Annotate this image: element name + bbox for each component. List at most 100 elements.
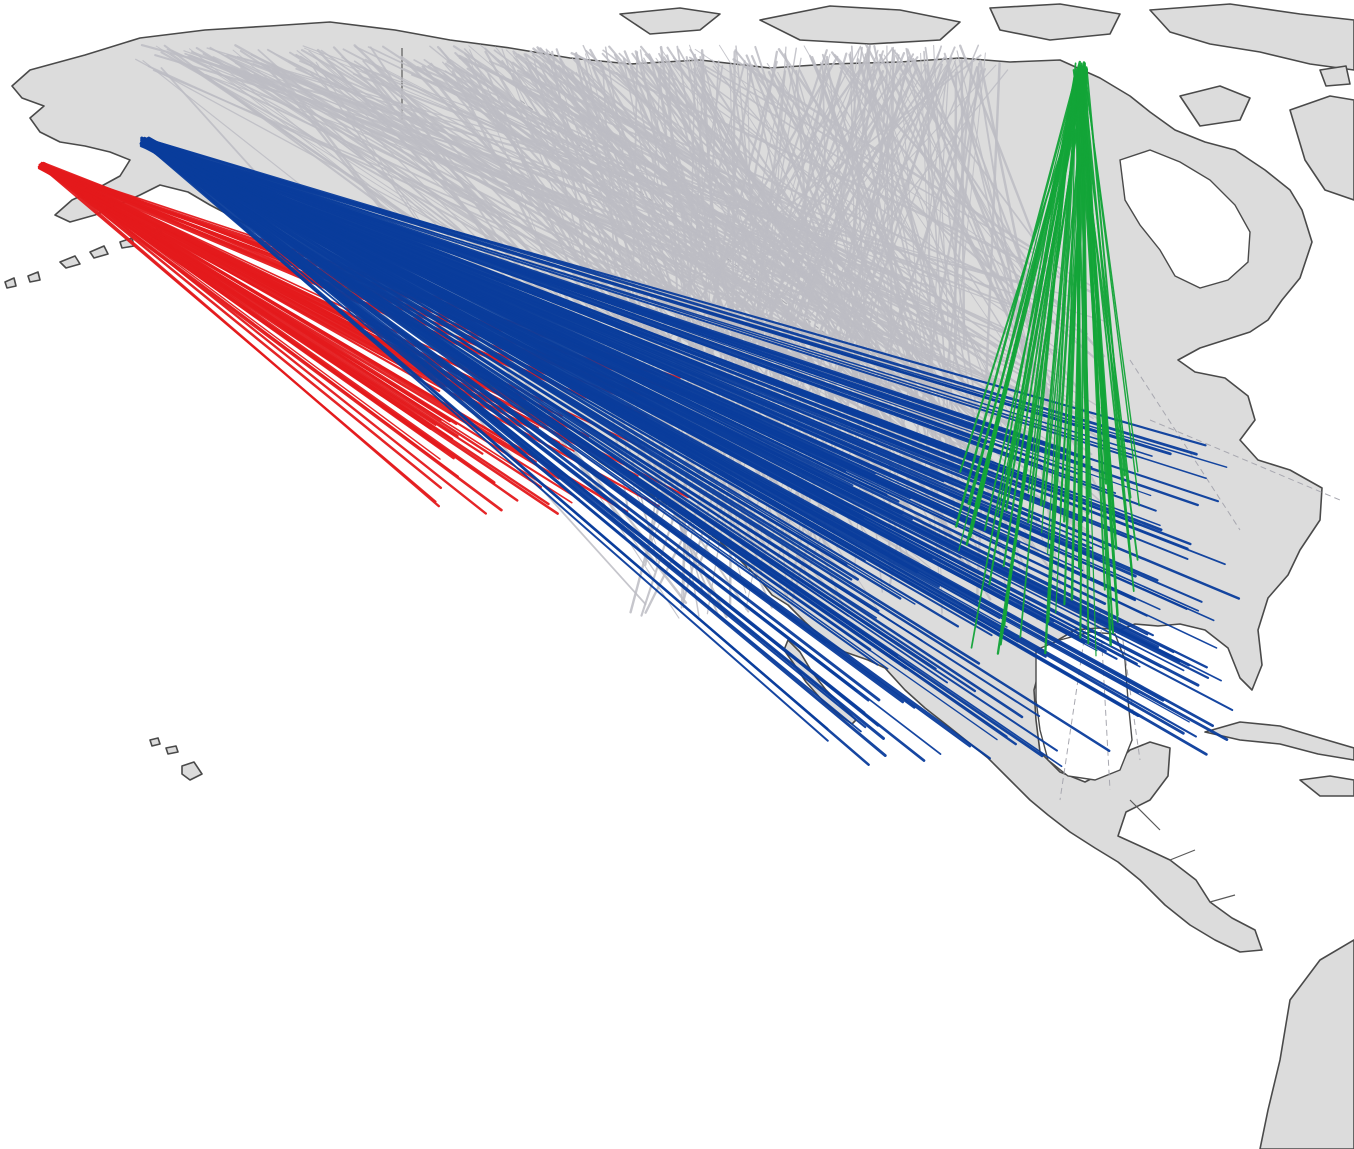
green-route bbox=[1077, 79, 1097, 657]
arctic-island-5 bbox=[1179, 85, 1251, 127]
grey-route bbox=[427, 64, 856, 363]
grey-route bbox=[677, 48, 929, 495]
grey-route bbox=[640, 45, 994, 472]
blue-route bbox=[143, 137, 1129, 443]
blue-route bbox=[145, 137, 1016, 552]
grey-route bbox=[574, 54, 736, 460]
dashed-route bbox=[1129, 359, 1241, 531]
grey-route bbox=[711, 59, 1022, 544]
red-route bbox=[42, 161, 487, 515]
cuba bbox=[1204, 721, 1354, 761]
grey-route bbox=[975, 61, 1001, 603]
arctic-island-4 bbox=[1149, 3, 1354, 71]
blue-route bbox=[147, 137, 1160, 649]
grey-route bbox=[571, 58, 819, 325]
green-route bbox=[1078, 71, 1132, 499]
hudson-bay bbox=[1119, 149, 1251, 289]
grey-route bbox=[539, 47, 764, 310]
hispaniola-edge bbox=[1299, 775, 1354, 797]
blue-route bbox=[143, 138, 1093, 468]
grey-route bbox=[777, 48, 956, 301]
grey-route bbox=[364, 58, 1105, 441]
green-route bbox=[1080, 69, 1090, 645]
grey-route bbox=[183, 50, 935, 313]
grey-route bbox=[302, 45, 1035, 317]
grey-route bbox=[798, 69, 957, 385]
grey-route bbox=[657, 71, 1015, 521]
grey-route bbox=[811, 56, 929, 361]
grey-route bbox=[659, 45, 694, 294]
greenland-edge bbox=[1289, 95, 1354, 201]
grey-route bbox=[271, 68, 671, 322]
arctic-island-1 bbox=[619, 7, 721, 35]
grey-route bbox=[522, 72, 877, 327]
blue-route bbox=[147, 143, 1189, 550]
blue-route bbox=[144, 144, 866, 562]
dashed-route bbox=[1149, 419, 1341, 501]
blue-route bbox=[147, 139, 880, 727]
blue-route bbox=[142, 140, 988, 445]
arctic-island-3 bbox=[989, 3, 1121, 41]
grey-route bbox=[959, 44, 1048, 271]
green-route bbox=[997, 77, 1083, 517]
blue-route bbox=[141, 138, 1041, 718]
grey-route bbox=[516, 69, 946, 283]
green-route bbox=[955, 60, 1082, 528]
blue-route bbox=[145, 141, 1140, 717]
grey-route bbox=[747, 48, 870, 373]
red-route bbox=[43, 165, 440, 508]
green-route bbox=[996, 69, 1087, 655]
south-america-corner bbox=[1259, 939, 1354, 1149]
grey-route bbox=[830, 51, 1083, 396]
grey-route bbox=[513, 56, 764, 374]
blue-route bbox=[144, 137, 1214, 728]
green-route bbox=[1083, 71, 1140, 507]
hawaii-islands bbox=[149, 737, 203, 781]
blue-route bbox=[140, 137, 1136, 600]
grey-route bbox=[849, 51, 860, 441]
grey-route bbox=[466, 67, 980, 407]
green-route bbox=[967, 70, 1086, 506]
green-route bbox=[1081, 70, 1134, 573]
blue-route bbox=[146, 140, 1111, 753]
grey-route bbox=[777, 71, 992, 479]
grey-route bbox=[946, 65, 1036, 298]
red-route bbox=[37, 166, 446, 388]
grey-route bbox=[551, 60, 670, 385]
grey-route bbox=[674, 62, 941, 385]
green-route bbox=[1076, 80, 1081, 569]
blue-route bbox=[148, 137, 854, 487]
grey-route bbox=[353, 44, 717, 390]
grey-route bbox=[288, 60, 810, 319]
green-route bbox=[1039, 79, 1080, 507]
grey-route bbox=[734, 49, 1074, 463]
green-route bbox=[1082, 80, 1106, 591]
grey-route bbox=[236, 55, 1071, 298]
green-route bbox=[958, 64, 1081, 552]
blue-route bbox=[144, 140, 1207, 479]
green-route-group bbox=[955, 60, 1140, 657]
red-route bbox=[38, 166, 561, 480]
grey-route bbox=[415, 67, 1083, 461]
blue-route bbox=[140, 144, 1107, 653]
blue-route bbox=[144, 139, 947, 557]
blue-route bbox=[146, 140, 1041, 521]
central-america-borders bbox=[1129, 799, 1236, 903]
blue-route bbox=[144, 144, 933, 560]
grey-route bbox=[622, 60, 683, 347]
grey-route bbox=[529, 50, 1094, 420]
grey-route bbox=[750, 54, 886, 362]
blue-route bbox=[142, 140, 942, 755]
blue-route bbox=[143, 137, 919, 574]
blue-route bbox=[147, 143, 879, 666]
grey-route bbox=[463, 48, 871, 468]
blue-route bbox=[144, 141, 829, 742]
grey-route bbox=[557, 66, 992, 463]
blue-route bbox=[142, 140, 905, 704]
blue-route bbox=[140, 142, 878, 619]
grey-route bbox=[212, 56, 900, 378]
green-route bbox=[1080, 62, 1114, 548]
blue-route bbox=[140, 138, 1200, 612]
blue-route bbox=[142, 141, 1133, 459]
